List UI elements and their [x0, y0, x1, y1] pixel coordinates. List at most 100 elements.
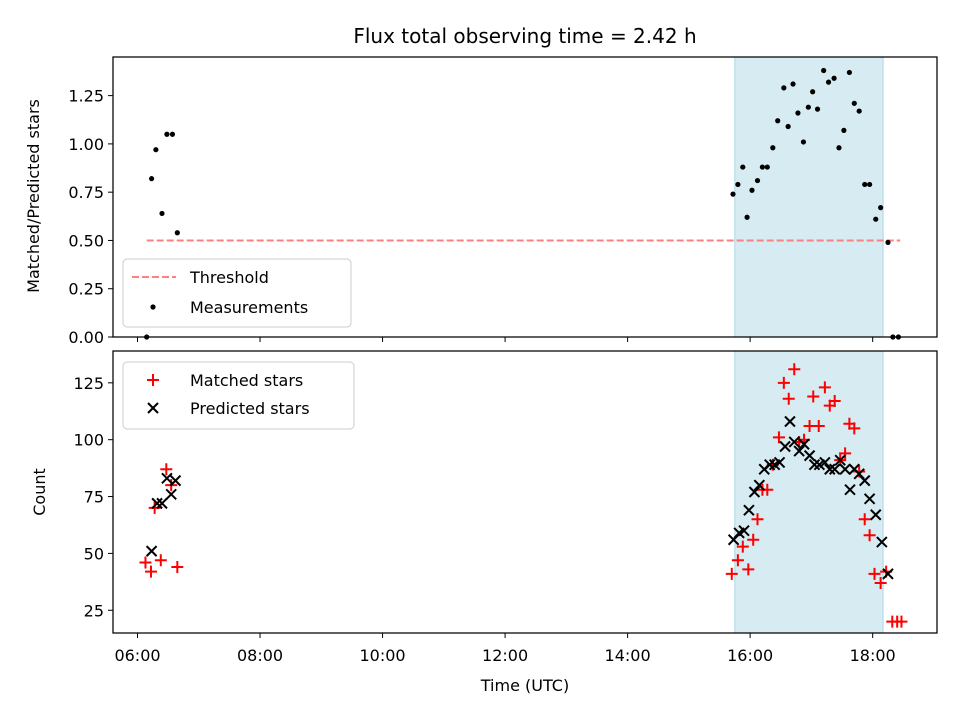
measurement-point: [821, 67, 827, 74]
predicted-star-point: [738, 524, 750, 537]
matched-star-point: [139, 556, 152, 569]
predicted-star-point: [165, 488, 177, 500]
matched-star-point: [788, 363, 801, 376]
predicted-star-point: [876, 536, 888, 548]
measurement-point: [749, 187, 755, 193]
matched-star-point: [171, 561, 184, 574]
top-measurement-points: [144, 67, 902, 340]
predicted-star-point: [870, 509, 882, 521]
measurement-point: [164, 131, 170, 137]
bottom-y-tick-label: 75: [84, 488, 104, 507]
measurement-point: [153, 147, 159, 153]
bottom-y-tick-label: 100: [73, 431, 104, 450]
bottom-y-ticks: 25 50 75 100 125: [73, 374, 113, 620]
measurement-point: [878, 205, 884, 211]
matched-star-point: [154, 554, 167, 567]
measurement-point: [740, 164, 746, 170]
x-tick-label: 16:00: [727, 646, 773, 665]
top-y-tick-label: 1.25: [68, 87, 104, 106]
top-legend-measurements-swatch: [150, 304, 156, 310]
x-tick-label: 06:00: [114, 646, 160, 665]
measurement-point: [867, 181, 873, 188]
top-x-ticks: [137, 337, 874, 342]
bottom-predicted-points: [145, 415, 894, 580]
bottom-legend-predicted-label: Predicted stars: [190, 399, 310, 418]
bottom-legend: Matched stars Predicted stars: [122, 361, 355, 430]
measurement-point: [873, 216, 879, 222]
measurement-point: [795, 110, 801, 116]
matched-star-point: [895, 615, 908, 628]
measurement-point: [159, 210, 165, 217]
top-legend-measurements-label: Measurements: [190, 298, 308, 317]
measurement-point: [825, 79, 832, 85]
predicted-star-point: [764, 459, 776, 471]
measurement-point: [764, 164, 770, 170]
predicted-star-point: [863, 493, 876, 505]
top-y-tick-label: 0.75: [68, 183, 104, 202]
measurement-point: [730, 191, 736, 197]
predicted-star-point: [788, 436, 800, 448]
measurement-point: [841, 127, 847, 133]
predicted-star-point: [743, 504, 755, 516]
bottom-y-tick-label: 25: [84, 601, 104, 620]
measurement-point: [851, 100, 857, 106]
measurement-point: [775, 118, 781, 124]
x-tick-label: 08:00: [237, 646, 283, 665]
top-y-tick-label: 1.00: [68, 135, 104, 154]
matched-star-point: [725, 567, 738, 580]
matched-star-point: [772, 431, 785, 444]
predicted-star-point: [808, 459, 821, 471]
bottom-y-tick-label: 125: [73, 374, 104, 393]
matched-star-point: [777, 376, 790, 389]
matched-star-point: [807, 390, 820, 403]
predicted-star-point: [748, 486, 761, 498]
bottom-panel: 06:00 08:00 10:00 12:00 14:00 16:00 18:00 25 50…: [30, 350, 938, 695]
bottom-x-ticks: 06:00 08:00 10:00 12:00 14:00 16:00 18:00: [114, 633, 896, 665]
bottom-legend-matched-swatch: [147, 374, 159, 386]
predicted-star-point: [828, 463, 841, 475]
matched-star-point: [839, 447, 852, 460]
predicted-star-point: [798, 438, 810, 450]
measurement-point: [754, 177, 761, 184]
bottom-axes-frame: [112, 350, 938, 634]
top-axes-frame: [112, 56, 938, 338]
predicted-star-point: [844, 484, 856, 496]
bottom-y-tick-label: 50: [84, 544, 104, 563]
predicted-star-point: [169, 474, 182, 487]
measurement-point: [759, 164, 765, 170]
matched-star-point: [863, 529, 876, 542]
predicted-star-point: [161, 472, 173, 485]
predicted-star-point: [793, 445, 805, 457]
x-axis-label: Time (UTC): [480, 676, 569, 695]
top-legend-box: [122, 258, 352, 328]
top-panel: 0.00 0.25 0.50 0.75 1.00 1.25 Matched/Predict…: [24, 56, 938, 347]
bottom-y-axis-label: Count: [30, 468, 49, 516]
measurement-point: [885, 239, 891, 245]
measurement-point: [790, 81, 796, 87]
bottom-observing-interval-shade: [734, 350, 884, 634]
predicted-star-point: [145, 545, 158, 557]
predicted-star-point: [753, 479, 766, 491]
predicted-star-point: [834, 454, 846, 466]
top-y-ticks: 0.00 0.25 0.50 0.75 1.00 1.25: [68, 87, 113, 347]
predicted-star-point: [156, 497, 168, 510]
measurement-point: [744, 214, 750, 220]
matched-star-point: [848, 422, 861, 435]
matched-star-point: [731, 554, 744, 567]
predicted-star-point: [819, 456, 831, 469]
predicted-star-point: [859, 474, 871, 487]
chart-title: Flux total observing time = 2.42 h: [353, 24, 696, 48]
measurement-point: [770, 145, 776, 151]
predicted-star-point: [784, 415, 796, 428]
bottom-legend-matched-label: Matched stars: [190, 371, 303, 390]
matched-star-point: [874, 576, 887, 589]
top-y-axis-label: Matched/Predicted stars: [24, 99, 43, 293]
x-tick-label: 12:00: [482, 646, 528, 665]
predicted-star-point: [773, 456, 786, 469]
measurement-point: [810, 89, 816, 95]
predicted-star-point: [882, 568, 894, 580]
x-tick-label: 14:00: [605, 646, 651, 665]
top-y-tick-label: 0.25: [68, 280, 104, 299]
measurement-point: [805, 104, 811, 110]
